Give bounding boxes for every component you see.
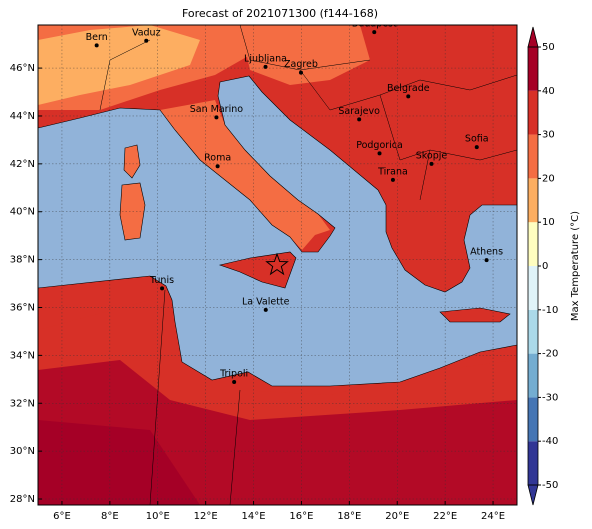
map-frame: [37, 24, 518, 506]
city-label: Vaduz: [132, 27, 161, 38]
colorbar: -50 -40 -30 -20 -10 0 10 20 30 40 50: [527, 26, 558, 506]
island-corsica: [123, 144, 141, 179]
colorbar-tick-label: -30: [542, 392, 558, 403]
city-label: Podgorica: [356, 140, 403, 151]
colorbar-bin: [528, 222, 538, 266]
colorbar-tick-label: -50: [542, 480, 558, 491]
y-tick-label: 42°N: [10, 159, 35, 170]
city-label: Belgrade: [387, 83, 430, 94]
y-tick-label: 38°N: [10, 255, 35, 266]
colorbar-tick-label: 20: [542, 173, 555, 184]
x-tick-label: 24°E: [481, 511, 505, 522]
colorbar-bin: [528, 47, 538, 91]
land-extreme: [38, 420, 200, 505]
city-label: Budapest: [352, 19, 397, 30]
title: Forecast of 2021071300 (f144-168): [182, 7, 378, 20]
city-dot: [357, 117, 362, 122]
city-dot: [372, 30, 377, 35]
y-tick-label: 30°N: [10, 446, 35, 457]
event-star: [265, 252, 289, 276]
y-tick-label: 46°N: [10, 63, 35, 74]
colorbar-extend-min: [527, 484, 539, 506]
colorbar-tick-label: 30: [542, 130, 555, 141]
x-tick-label: 14°E: [242, 511, 266, 522]
colorbar-bin: [528, 134, 538, 179]
city-dot: [429, 161, 434, 166]
city-dot: [263, 64, 268, 69]
y-tick-label: 28°N: [10, 494, 35, 505]
city-label: Athens: [470, 247, 503, 258]
land-italy: [160, 100, 330, 250]
colorbar-bin: [528, 397, 538, 442]
city-dot: [298, 70, 303, 75]
colorbar-bin: [528, 441, 538, 485]
graticule: [38, 25, 517, 505]
x-tick-label: 20°E: [385, 511, 409, 522]
colorbar-bin: [528, 266, 538, 310]
colorbar-tick-label: -40: [542, 436, 558, 447]
x-tick-label: 18°E: [337, 511, 361, 522]
axes: 6°E 8°E 10°E 12°E 14°E 16°E 18°E 20°E 22°E 24°E 28…: [10, 63, 505, 522]
x-tick-label: 6°E: [53, 511, 71, 522]
colorbar-tick-label: 50: [542, 42, 555, 53]
x-tick-label: 12°E: [194, 511, 218, 522]
city-label: Roma: [204, 153, 231, 164]
city-dot: [215, 164, 220, 169]
city-label: Tunis: [149, 275, 174, 286]
y-tick-label: 32°N: [10, 398, 35, 409]
colorbar-bin: [528, 90, 538, 135]
city-dot: [390, 177, 395, 182]
island-crete: [439, 307, 511, 323]
city-label: Tripoli: [219, 368, 248, 379]
city-dot: [144, 38, 149, 43]
city-dot: [377, 151, 382, 156]
x-tick-label: 22°E: [433, 511, 457, 522]
y-tick-label: 34°N: [10, 350, 35, 361]
y-tick-label: 36°N: [10, 302, 35, 313]
colorbar-tick-label: 0: [542, 261, 548, 272]
city-label: Bern: [86, 32, 108, 43]
colorbar-tick-label: -20: [542, 349, 558, 360]
city-label: Sofia: [465, 134, 489, 145]
colorbar-tick-label: 40: [542, 86, 555, 97]
x-tick-label: 16°E: [289, 511, 313, 522]
city-dot: [474, 145, 479, 150]
colorbar-bin: [528, 178, 538, 223]
colorbar-bin: [528, 353, 538, 398]
city-label: Tirana: [377, 166, 408, 177]
colorbar-bin: [528, 309, 538, 354]
x-tick-label: 8°E: [101, 511, 119, 522]
city-dot: [160, 286, 165, 291]
land-warm: [240, 25, 370, 85]
x-tick-label: 10°E: [146, 511, 170, 522]
colorbar-tick-label: -10: [542, 305, 558, 316]
city-label: Skopje: [416, 150, 448, 161]
colorbar-tick-label: 10: [542, 217, 555, 228]
colorbar-label: Max Temperature (°C): [570, 211, 581, 321]
city-dot: [94, 43, 99, 48]
city-dot: [406, 94, 411, 99]
city-dot: [214, 115, 219, 120]
city-dot: [484, 258, 489, 263]
city-label: Zagreb: [284, 59, 318, 70]
city-label: Sarajevo: [338, 106, 380, 117]
y-tick-label: 44°N: [10, 111, 35, 122]
city-dot: [232, 379, 237, 384]
y-tick-label: 40°N: [10, 207, 35, 218]
city-label: Ljubljana: [244, 53, 287, 64]
land-alps: [38, 25, 200, 105]
colorbar-extend-max: [527, 26, 539, 48]
city-label: La Valette: [242, 296, 290, 307]
city-label: San Marino: [190, 104, 243, 115]
city-dot: [263, 307, 268, 312]
